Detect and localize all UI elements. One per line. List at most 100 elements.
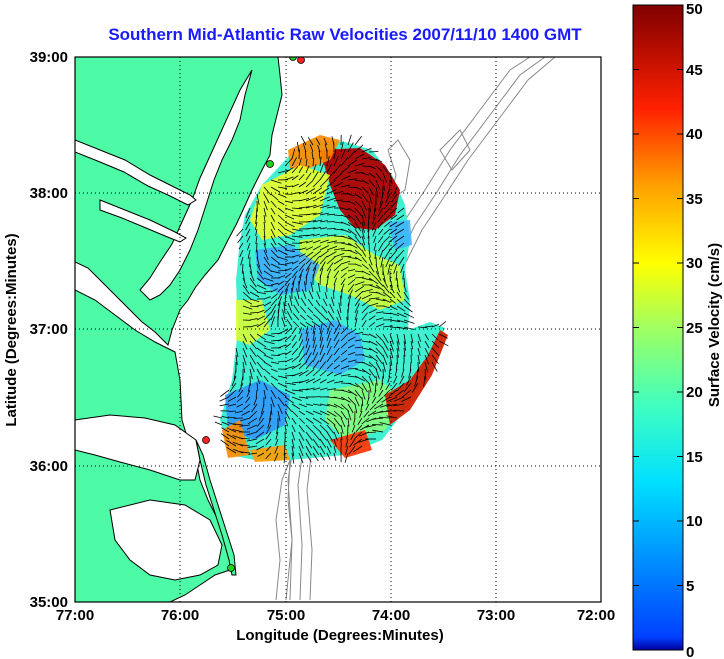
velocity-arrow: [375, 333, 384, 342]
velocity-arrow: [431, 354, 439, 364]
velocity-arrow: [270, 200, 277, 208]
velocity-arrow: [368, 151, 379, 153]
velocity-arrow: [382, 172, 388, 183]
velocity-arrow: [291, 403, 301, 410]
velocity-arrow: [255, 424, 265, 433]
velocity-arrow: [307, 298, 314, 307]
velocity-arrow: [305, 431, 313, 441]
velocity-arrow: [340, 374, 351, 377]
velocity-arrow: [399, 375, 405, 385]
velocity-arrow: [354, 214, 362, 225]
lat-tick-label: 35:00: [30, 594, 68, 611]
velocity-arrow: [351, 424, 356, 433]
velocity-arrow: [347, 302, 350, 314]
velocity-arrow: [305, 180, 314, 188]
velocity-arrow: [398, 256, 405, 266]
velocity-arrow: [256, 382, 259, 391]
velocity-arrow: [326, 388, 336, 391]
velocity-arrow: [333, 356, 340, 363]
velocity-arrow: [361, 277, 373, 281]
velocity-arrow: [375, 323, 385, 328]
velocity-arrow: [388, 228, 398, 235]
velocity-arrow: [396, 298, 404, 306]
velocity-arrow: [270, 298, 278, 307]
velocity-arrow: [375, 368, 380, 379]
velocity-arrow: [382, 325, 393, 328]
velocity-arrow: [375, 165, 383, 172]
velocity-arrow: [239, 437, 251, 440]
velocity-arrow: [354, 276, 365, 279]
velocity-arrow: [354, 221, 362, 232]
velocity-arrow: [347, 178, 357, 181]
velocity-arrow: [277, 329, 288, 335]
velocity-arrow: [305, 387, 315, 391]
velocity-arrow: [270, 403, 273, 415]
velocity-arrow: [390, 382, 398, 391]
velocity-arrow: [291, 410, 299, 418]
velocity-arrow: [382, 291, 391, 299]
velocity-arrow: [340, 278, 346, 286]
velocity-arrow: [319, 156, 322, 167]
velocity-arrow: [255, 235, 258, 245]
velocity-arrow: [277, 200, 285, 205]
velocity-arrow: [354, 290, 363, 300]
velocity-arrow: [386, 415, 398, 419]
outer-banks: [195, 439, 237, 576]
velocity-arrow: [340, 166, 350, 174]
velocity-arrow: [243, 403, 251, 410]
velocity-arrow: [340, 175, 351, 181]
velocity-arrow: [319, 352, 326, 363]
velocity-arrow: [333, 347, 340, 356]
velocity-arrow: [249, 305, 259, 308]
velocity-arrow: [226, 447, 237, 454]
velocity-arrow: [298, 258, 306, 265]
velocity-arrow: [347, 295, 352, 307]
velocity-arrow: [361, 361, 372, 367]
velocity-arrow: [319, 312, 328, 321]
velocity-arrow: [277, 221, 286, 230]
velocity-arrow: [249, 340, 257, 350]
velocity-arrow: [315, 299, 321, 307]
velocity-arrow: [277, 186, 288, 190]
velocity-arrow: [220, 433, 230, 440]
velocity-arrow: [291, 221, 303, 225]
velocity-arrow: [298, 361, 308, 370]
velocity-arrow: [248, 382, 251, 392]
velocity-arrow: [263, 290, 272, 293]
velocity-arrow: [400, 263, 405, 273]
velocity-arrow: [305, 410, 314, 415]
velocity-arrow: [333, 270, 340, 279]
velocity-arrow: [298, 253, 306, 258]
velocity-arrow: [270, 310, 276, 321]
velocity-arrow: [347, 159, 357, 167]
velocity-arrow: [384, 214, 391, 221]
velocity-arrow: [361, 305, 370, 314]
velocity-arrow: [416, 368, 419, 380]
velocity-arrow: [354, 375, 365, 382]
velocity-arrow: [298, 189, 308, 195]
velocity-arrow: [340, 410, 348, 420]
velocity-arrow: [347, 328, 357, 335]
velocity-arrow: [291, 254, 300, 258]
velocity-arrow: [305, 338, 310, 349]
velocity-arrow: [333, 410, 343, 419]
velocity-arrow: [249, 361, 255, 373]
velocity-arrow: [393, 403, 405, 407]
velocity-arrow: [270, 221, 276, 230]
velocity-arrow: [312, 452, 319, 462]
velocity-arrow: [388, 389, 398, 397]
velocity-arrow: [245, 228, 251, 237]
velocity-arrow: [305, 352, 312, 363]
velocity-arrow: [241, 410, 251, 416]
velocity-arrow: [298, 174, 305, 181]
velocity-arrow: [424, 354, 430, 365]
velocity-arrow: [333, 155, 339, 167]
velocity-arrow: [298, 417, 305, 424]
velocity-arrow: [382, 305, 391, 309]
velocity-arrow: [333, 253, 345, 258]
velocity-arrow: [284, 228, 295, 235]
velocity-arrow: [438, 333, 448, 339]
velocity-arrow: [375, 340, 384, 349]
velocity-arrow: [378, 416, 391, 419]
velocity-arrow: [277, 193, 286, 198]
